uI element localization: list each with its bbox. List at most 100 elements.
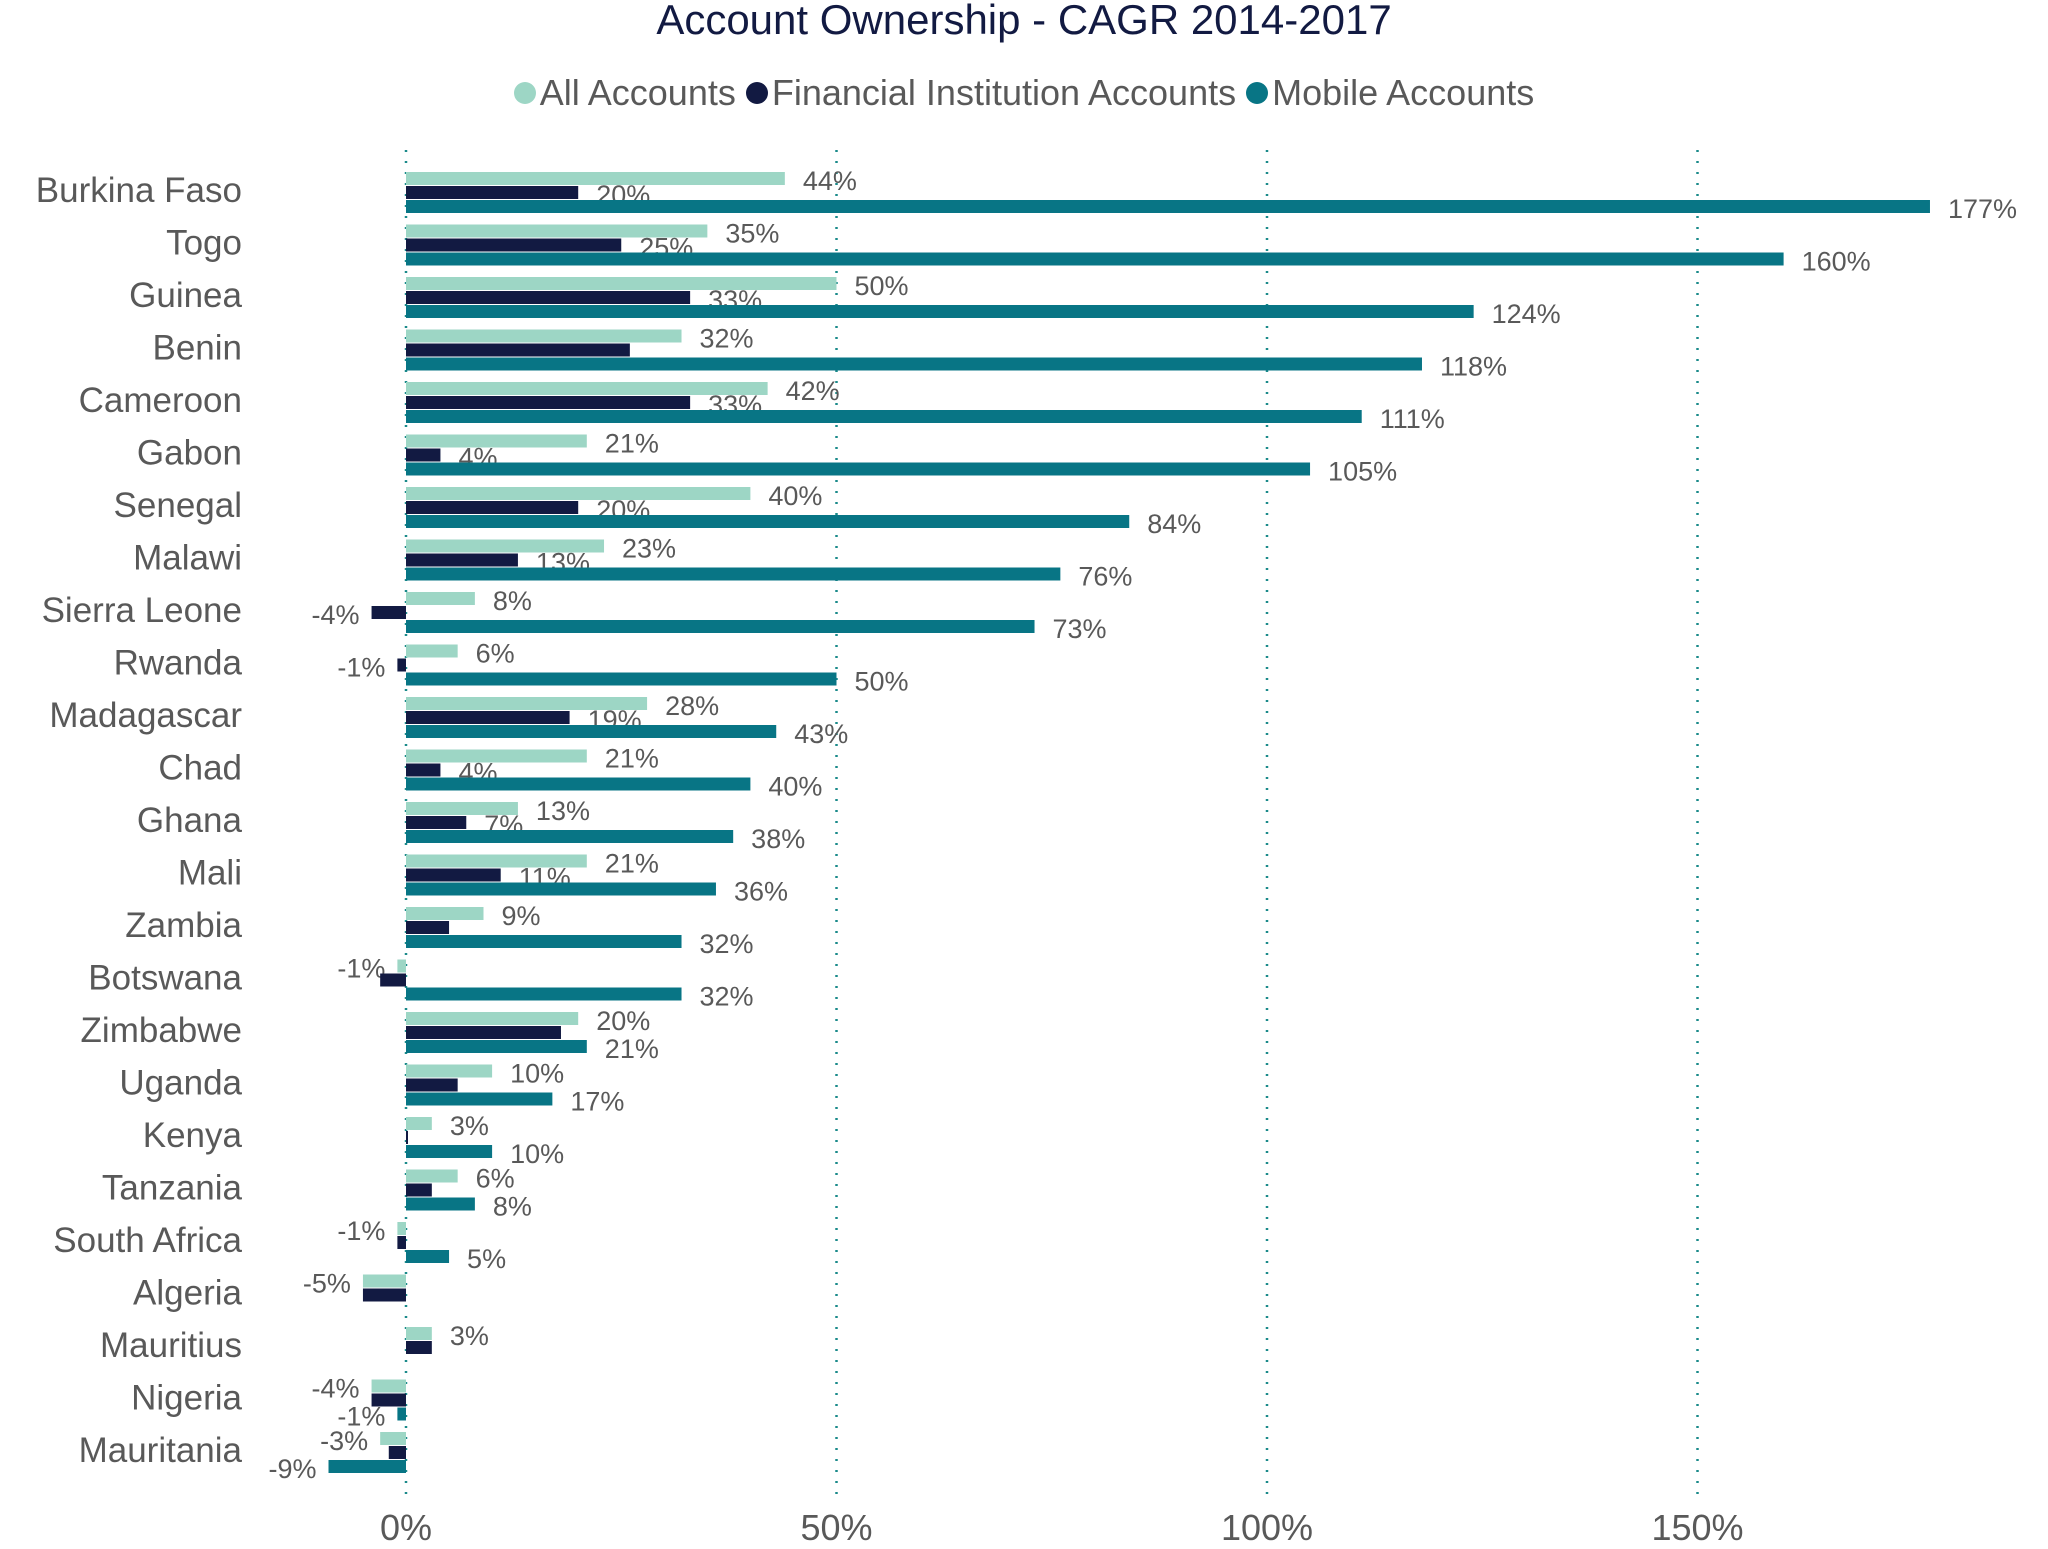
bar-mobile-accounts [406, 620, 1035, 633]
bar-mobile-accounts [406, 1197, 475, 1211]
bar-all-accounts [406, 1012, 579, 1025]
data-label: -1% [337, 954, 385, 984]
category-label: Rwanda [114, 644, 243, 683]
data-label: 13% [536, 796, 590, 826]
bar-all-accounts [406, 329, 682, 343]
category-label: Togo [166, 224, 242, 263]
bar-mobile-accounts [406, 882, 716, 896]
x-tick-label: 0% [380, 1507, 432, 1548]
bar-financial-institution-accounts [371, 606, 406, 619]
bar-all-accounts [406, 487, 751, 500]
legend: All Accounts Financial Institution Accou… [0, 72, 2048, 114]
data-label: 5% [467, 1244, 506, 1274]
data-label: 23% [622, 534, 676, 564]
chart-title: Account Ownership - CAGR 2014-2017 [656, 0, 1392, 43]
data-label: 20% [596, 1006, 650, 1036]
legend-item-all: All Accounts [513, 72, 736, 114]
data-label: 32% [700, 982, 754, 1012]
data-label: 43% [794, 719, 848, 749]
data-label: 44% [803, 166, 857, 196]
category-label: Sierra Leone [42, 591, 242, 630]
category-label: Senegal [114, 486, 242, 525]
data-label: 111% [1380, 404, 1445, 434]
category-label: Nigeria [131, 1379, 242, 1418]
bar-mobile-accounts [406, 1250, 450, 1263]
data-label: 36% [734, 877, 788, 907]
legend-swatch [745, 82, 768, 104]
data-label: 160% [1802, 247, 1871, 277]
category-label: Algeria [133, 1274, 242, 1313]
data-label: -9% [268, 1454, 316, 1484]
category-label: Mali [178, 854, 242, 893]
data-label: 42% [786, 376, 840, 406]
category-label: Gabon [137, 434, 242, 473]
bar-mobile-accounts [406, 252, 1784, 266]
data-label: 118% [1440, 352, 1507, 382]
data-label: -4% [312, 600, 360, 630]
data-label: -4% [312, 1374, 360, 1404]
data-label: -1% [337, 653, 385, 683]
bar-all-accounts [406, 1117, 432, 1130]
bar-financial-institution-accounts [406, 501, 579, 514]
x-tick-label: 150% [1651, 1507, 1743, 1548]
bar-mobile-accounts [406, 935, 682, 948]
bar-financial-institution-accounts [406, 238, 622, 252]
data-label: 105% [1328, 457, 1397, 487]
bar-financial-institution-accounts [406, 1183, 432, 1197]
bar-financial-institution-accounts [397, 658, 406, 672]
data-label: 21% [605, 1034, 659, 1064]
bar-financial-institution-accounts [406, 186, 579, 199]
bar-all-accounts [406, 592, 475, 605]
bar-mobile-accounts [406, 1145, 493, 1158]
bar-mobile-accounts [406, 672, 837, 686]
bar-financial-institution-accounts [397, 1236, 406, 1249]
bar-all-accounts [406, 1064, 493, 1078]
bar-all-accounts [397, 959, 406, 973]
bar-mobile-accounts [406, 515, 1130, 528]
category-label: Madagascar [49, 696, 242, 735]
category-label: Malawi [133, 539, 242, 578]
bar-financial-institution-accounts [406, 1341, 432, 1354]
data-label: 6% [476, 639, 515, 669]
bar-financial-institution-accounts [406, 1078, 458, 1092]
data-label: 9% [501, 901, 540, 931]
data-label: 38% [751, 824, 805, 854]
data-label: 177% [1948, 194, 2017, 224]
bar-financial-institution-accounts [406, 343, 630, 357]
data-label: 84% [1147, 509, 1201, 539]
bar-financial-institution-accounts [406, 448, 441, 462]
data-label: -1% [337, 1216, 385, 1246]
bar-all-accounts [406, 1327, 432, 1340]
bar-all-accounts [406, 277, 837, 290]
bar-all-accounts [406, 644, 458, 658]
bar-mobile-accounts [406, 725, 777, 738]
category-label: Ghana [137, 801, 243, 840]
category-label: Zambia [125, 906, 242, 945]
category-label: Botswana [88, 959, 242, 998]
category-label: Cameroon [79, 381, 242, 420]
bar-financial-institution-accounts [406, 291, 691, 304]
bar-all-accounts [406, 172, 785, 185]
bar-all-accounts [406, 1169, 458, 1183]
data-label: 8% [493, 586, 532, 616]
data-label: 73% [1053, 614, 1107, 644]
category-label: Tanzania [102, 1169, 243, 1208]
data-label: 10% [510, 1059, 564, 1089]
category-label: Benin [152, 329, 242, 368]
data-label: 35% [725, 219, 779, 249]
bar-financial-institution-accounts [406, 1131, 408, 1144]
bar-financial-institution-accounts [406, 816, 467, 829]
bar-all-accounts [371, 1379, 406, 1393]
bar-financial-institution-accounts [406, 396, 691, 409]
data-label: 3% [450, 1321, 489, 1351]
data-label: 6% [476, 1164, 515, 1194]
data-label: 21% [605, 744, 659, 774]
data-label: 21% [605, 429, 659, 459]
bar-financial-institution-accounts [380, 973, 406, 987]
x-tick-label: 100% [1221, 1507, 1313, 1548]
data-label: 17% [570, 1087, 624, 1117]
bar-all-accounts [406, 434, 587, 448]
legend-label: Mobile Accounts [1272, 72, 1535, 113]
bar-mobile-accounts [406, 357, 1422, 371]
bar-mobile-accounts [406, 305, 1474, 318]
